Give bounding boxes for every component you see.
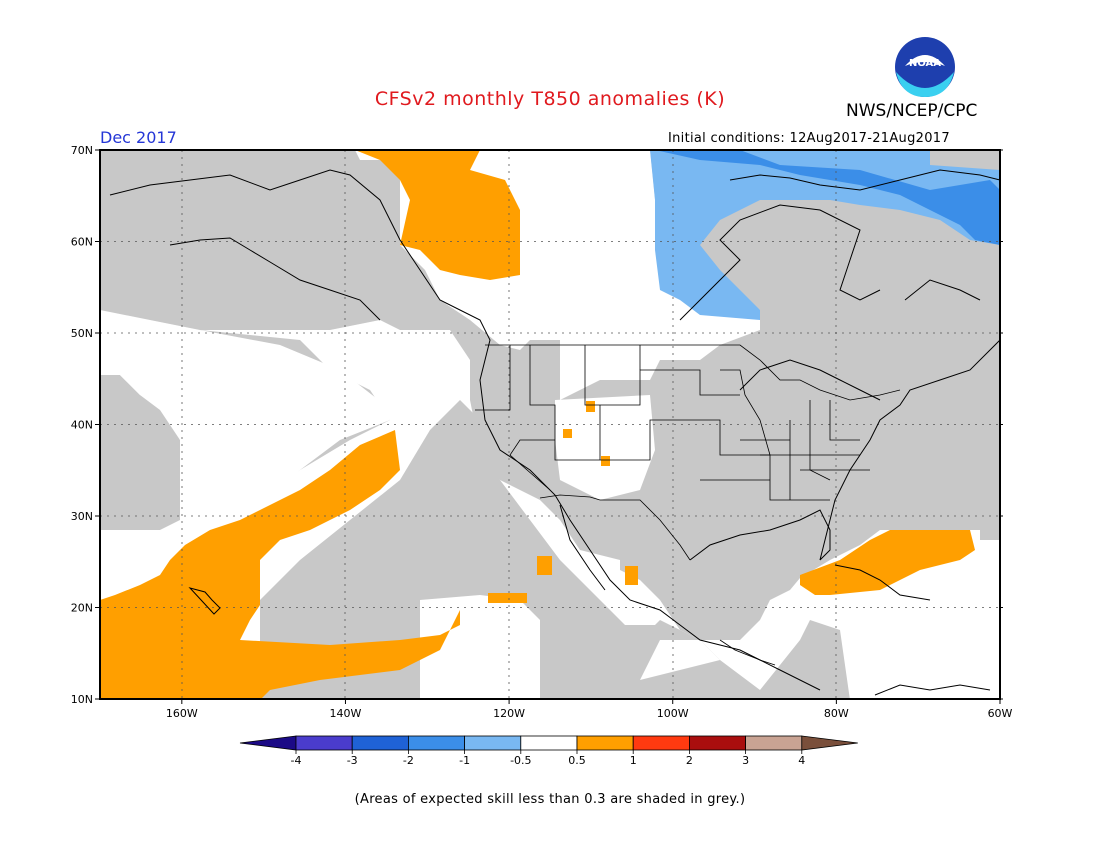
lat-label: 70N bbox=[71, 144, 93, 157]
legend-label: 1 bbox=[630, 754, 637, 767]
legend-swatch bbox=[351, 735, 409, 751]
legend-swatch bbox=[520, 735, 578, 751]
lon-label: 160W bbox=[166, 707, 198, 720]
legend-swatch bbox=[464, 735, 522, 751]
near-normal-regions bbox=[120, 150, 1000, 699]
legend-swatch bbox=[745, 735, 803, 751]
noaa-logo-text: NOAA bbox=[909, 58, 941, 69]
footnote: (Areas of expected skill less than 0.3 a… bbox=[354, 792, 746, 807]
legend-swatch bbox=[295, 735, 353, 751]
legend-label: -0.5 bbox=[510, 754, 531, 767]
legend-label: 2 bbox=[686, 754, 693, 767]
legend-label: -4 bbox=[291, 754, 302, 767]
political-borders bbox=[475, 344, 901, 666]
agency-label: NWS/NCEP/CPC bbox=[846, 101, 978, 121]
positive-anomaly bbox=[100, 150, 975, 699]
legend-swatch bbox=[407, 735, 465, 751]
noaa-logo: NOAA bbox=[895, 37, 955, 97]
forecast-month: Dec 2017 bbox=[100, 128, 177, 147]
lon-label: 100W bbox=[657, 707, 689, 720]
legend-swatch bbox=[632, 735, 690, 751]
lon-label: 60W bbox=[988, 707, 1013, 720]
legend-arrow-low bbox=[239, 735, 297, 751]
legend-label: -3 bbox=[347, 754, 358, 767]
lat-label: 40N bbox=[71, 419, 93, 432]
lon-label: 140W bbox=[330, 707, 362, 720]
lat-label: 20N bbox=[71, 602, 93, 615]
coastlines bbox=[109, 169, 1000, 696]
negative-anomaly bbox=[650, 150, 1000, 320]
graticule bbox=[100, 150, 1000, 699]
legend-label: -1 bbox=[459, 754, 470, 767]
lat-label: 50N bbox=[71, 327, 93, 340]
legend-label: -2 bbox=[403, 754, 414, 767]
latitude-axis: 70N 60N 50N 40N 30N 20N 10N bbox=[71, 144, 1003, 706]
lat-label: 10N bbox=[71, 693, 93, 706]
initial-conditions: Initial conditions: 12Aug2017-21Aug2017 bbox=[668, 131, 950, 146]
map-area bbox=[100, 150, 1000, 699]
legend-label: 0.5 bbox=[568, 754, 586, 767]
lon-label: 120W bbox=[493, 707, 525, 720]
legend-arrow-high bbox=[801, 735, 858, 751]
lat-label: 60N bbox=[71, 236, 93, 249]
legend-swatch bbox=[689, 735, 747, 751]
legend-label: 3 bbox=[742, 754, 749, 767]
longitude-axis: 160W 140W 120W 100W 80W 60W bbox=[166, 699, 1013, 720]
lon-label: 80W bbox=[824, 707, 849, 720]
lat-label: 30N bbox=[71, 510, 93, 523]
color-legend: -4 -3 -2 -1 -0.5 0.5 1 2 3 4 bbox=[239, 735, 858, 767]
chart-title: CFSv2 monthly T850 anomalies (K) bbox=[374, 88, 726, 110]
legend-swatch bbox=[576, 735, 634, 751]
legend-label: 4 bbox=[798, 754, 805, 767]
